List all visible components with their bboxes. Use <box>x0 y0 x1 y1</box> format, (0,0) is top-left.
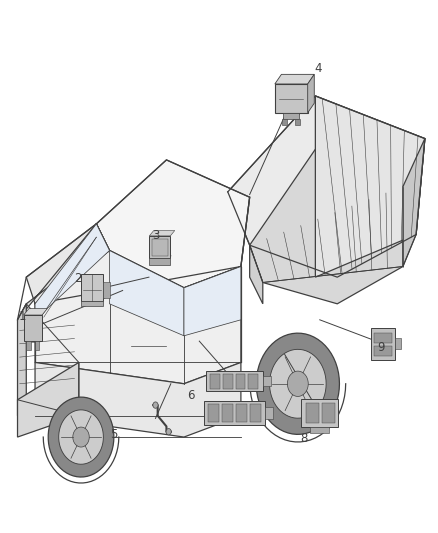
Polygon shape <box>184 266 241 336</box>
Polygon shape <box>275 84 307 113</box>
Text: 2: 2 <box>74 272 82 285</box>
Polygon shape <box>269 349 326 418</box>
Polygon shape <box>149 258 170 265</box>
Polygon shape <box>275 74 314 84</box>
Polygon shape <box>311 427 329 433</box>
Polygon shape <box>395 338 401 349</box>
Polygon shape <box>210 374 220 389</box>
Polygon shape <box>236 404 247 422</box>
Polygon shape <box>307 74 314 113</box>
Polygon shape <box>26 224 110 304</box>
Polygon shape <box>374 346 392 356</box>
Text: 6: 6 <box>187 389 194 402</box>
Text: 4: 4 <box>314 62 322 75</box>
Polygon shape <box>265 407 273 419</box>
Polygon shape <box>305 403 319 423</box>
Polygon shape <box>222 404 233 422</box>
Polygon shape <box>59 410 103 464</box>
Polygon shape <box>152 239 168 256</box>
Polygon shape <box>208 404 219 422</box>
Polygon shape <box>149 230 175 236</box>
Polygon shape <box>295 118 300 125</box>
Polygon shape <box>18 224 96 320</box>
Polygon shape <box>166 429 171 435</box>
Polygon shape <box>248 374 258 389</box>
Polygon shape <box>153 402 158 408</box>
Polygon shape <box>223 374 233 389</box>
Text: 9: 9 <box>377 341 385 354</box>
Polygon shape <box>18 362 79 437</box>
Polygon shape <box>301 399 338 427</box>
Polygon shape <box>149 236 170 258</box>
Polygon shape <box>35 224 110 320</box>
Polygon shape <box>403 139 425 266</box>
Polygon shape <box>315 96 425 277</box>
Polygon shape <box>282 118 287 125</box>
Polygon shape <box>35 362 241 437</box>
Polygon shape <box>374 333 392 343</box>
Polygon shape <box>283 113 300 118</box>
Polygon shape <box>110 251 184 336</box>
Polygon shape <box>322 403 336 423</box>
Text: 3: 3 <box>152 229 159 242</box>
Polygon shape <box>256 333 339 434</box>
Polygon shape <box>287 371 308 397</box>
Polygon shape <box>96 160 250 288</box>
Polygon shape <box>250 149 403 304</box>
Polygon shape <box>204 401 265 425</box>
Polygon shape <box>371 328 395 360</box>
Polygon shape <box>35 251 241 384</box>
Polygon shape <box>206 371 263 391</box>
Polygon shape <box>26 341 31 350</box>
Polygon shape <box>263 376 271 386</box>
Polygon shape <box>236 374 245 389</box>
Polygon shape <box>35 341 39 350</box>
Polygon shape <box>81 301 103 306</box>
Polygon shape <box>48 397 114 477</box>
Polygon shape <box>24 309 47 315</box>
Text: 8: 8 <box>301 432 308 445</box>
Polygon shape <box>228 96 425 277</box>
Polygon shape <box>250 245 263 304</box>
Polygon shape <box>81 274 103 301</box>
Polygon shape <box>250 404 261 422</box>
Polygon shape <box>103 282 110 298</box>
Polygon shape <box>73 427 89 447</box>
Text: 5: 5 <box>110 428 117 441</box>
Text: 1: 1 <box>19 310 27 322</box>
Polygon shape <box>24 315 42 341</box>
Polygon shape <box>18 304 26 416</box>
